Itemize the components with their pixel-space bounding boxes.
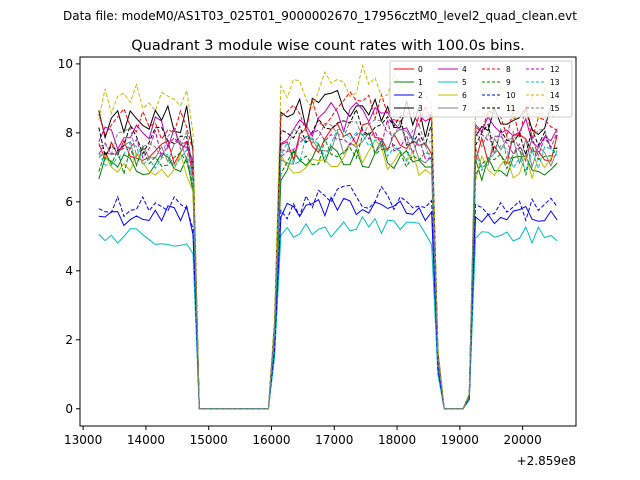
legend-label-1: 1 — [418, 78, 423, 87]
legend-label-3: 3 — [418, 104, 423, 113]
x-tick-label: 17000 — [315, 433, 353, 447]
y-tick-label: 8 — [65, 126, 73, 140]
y-tick-label: 2 — [65, 333, 73, 347]
legend-label-8: 8 — [506, 65, 511, 74]
x-tick-label: 13000 — [64, 433, 102, 447]
series-layer — [98, 63, 558, 410]
y-tick-label: 4 — [65, 264, 73, 278]
legend-label-9: 9 — [506, 78, 511, 87]
x-tick-label: 14000 — [127, 433, 165, 447]
x-tick-label: 20000 — [504, 433, 542, 447]
series-line-13 — [98, 128, 558, 410]
series-line-7 — [98, 128, 558, 410]
series-line-12 — [98, 119, 558, 410]
legend-label-10: 10 — [506, 91, 516, 100]
y-tick-label: 0 — [65, 402, 73, 416]
series-line-2 — [98, 195, 558, 410]
legend-label-4: 4 — [462, 65, 467, 74]
y-tick-label: 6 — [65, 195, 73, 209]
series-line-8 — [98, 91, 558, 410]
series-line-15 — [98, 119, 558, 410]
legend-label-15: 15 — [550, 104, 560, 113]
x-tick-label: 18000 — [378, 433, 416, 447]
legend-label-5: 5 — [462, 78, 467, 87]
legend-label-0: 0 — [418, 65, 423, 74]
legend-label-11: 11 — [506, 104, 516, 113]
y-tick-label: 10 — [58, 57, 73, 71]
plot-frame — [79, 56, 577, 427]
x-tick-label: 16000 — [252, 433, 290, 447]
series-line-11 — [98, 107, 558, 410]
series-line-9 — [98, 132, 558, 410]
series-line-1 — [98, 139, 558, 410]
series-line-0 — [98, 122, 558, 410]
series-line-4 — [98, 101, 558, 410]
x-tick-label: 15000 — [190, 433, 228, 447]
series-line-10 — [98, 184, 558, 410]
legend-label-6: 6 — [462, 91, 467, 100]
legend-label-12: 12 — [550, 65, 560, 74]
series-line-5 — [98, 215, 558, 410]
chart-suptitle: Data file: modeM0/AS1T03_025T01_90000026… — [63, 9, 577, 23]
chart-title: Quadrant 3 module wise count rates with … — [131, 38, 525, 54]
series-line-6 — [98, 139, 558, 410]
legend-frame — [389, 60, 573, 118]
axis-layer: 13000 14000 15000 16000 17000 18000 19000 20000… — [58, 57, 542, 447]
legend-label-7: 7 — [462, 104, 467, 113]
x-offset-label: +2.859e8 — [517, 454, 576, 468]
legend-label-13: 13 — [550, 78, 560, 87]
legend-label-14: 14 — [550, 91, 560, 100]
x-tick-label: 19000 — [441, 433, 479, 447]
legend-label-2: 2 — [418, 91, 423, 100]
